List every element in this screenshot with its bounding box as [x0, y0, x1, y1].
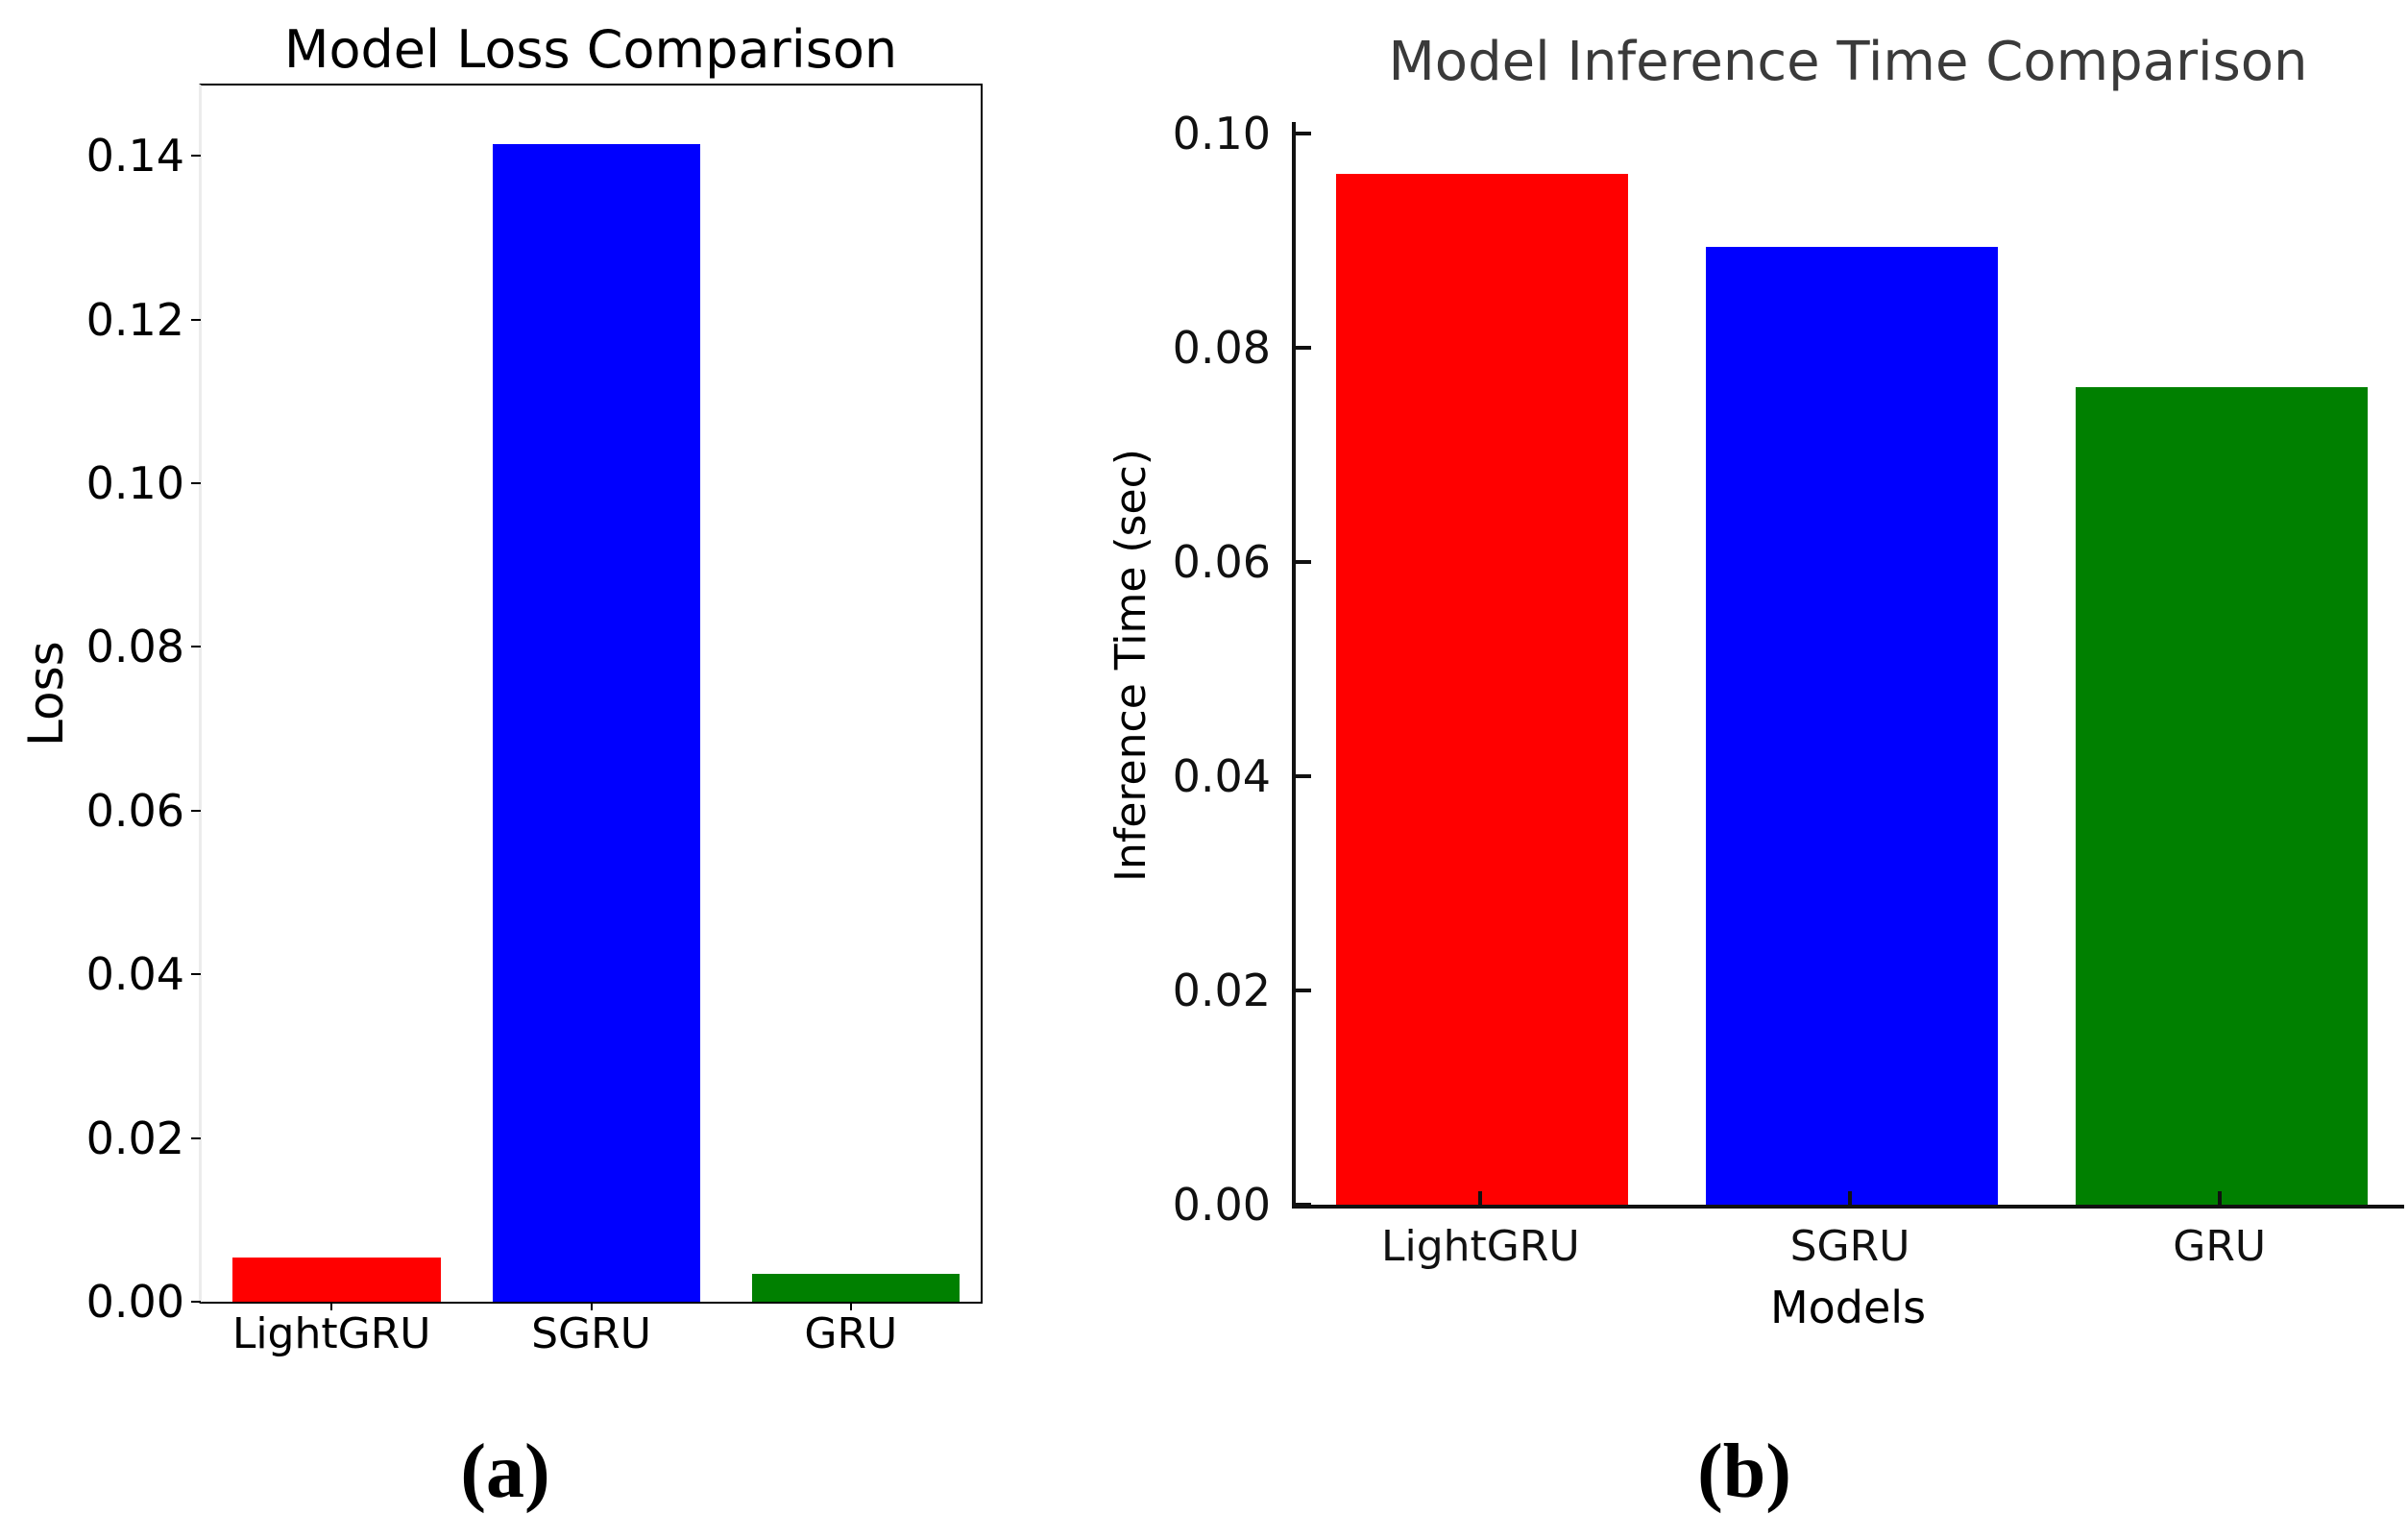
- bar-sgru: [1705, 247, 1998, 1205]
- inference-x-axis-label: Models: [1769, 1282, 1927, 1333]
- y-tick-mark: [191, 155, 201, 158]
- panel-b-caption: (b): [1697, 1429, 1791, 1514]
- bar-gru: [752, 1274, 961, 1302]
- y-tick-mark: [1296, 560, 1311, 565]
- x-tick-label-lightgru: LightGRU: [231, 1309, 431, 1358]
- y-tick-mark: [1296, 774, 1311, 779]
- y-tick-label: 0.06: [85, 784, 184, 837]
- y-tick-label: 0.02: [1172, 965, 1271, 1017]
- loss-plot-area: 0.00 0.02 0.04 0.06 0.08 0.10 0.12 0.14 LightGRU…: [86, 84, 983, 1356]
- y-tick-mark: [1296, 989, 1311, 993]
- y-tick-mark: [1296, 132, 1311, 136]
- x-tick-label-gru: GRU: [804, 1309, 898, 1358]
- x-tick-mark: [2217, 1191, 2222, 1205]
- panel-a-caption: (a): [460, 1429, 550, 1514]
- x-tick-label-sgru: SGRU: [1789, 1222, 1910, 1271]
- inference-plot-area: 0.00 0.02 0.04 0.06 0.08 0.10 LightGRU SGRU GRU: [1173, 111, 2404, 1268]
- y-tick-mark: [191, 809, 201, 812]
- loss-chart-title: Model Loss Comparison: [283, 19, 898, 80]
- y-tick-label: 0.00: [85, 1276, 184, 1328]
- y-tick-label: 0.10: [85, 457, 184, 510]
- y-tick-mark: [191, 646, 201, 648]
- x-tick-label-lightgru: LightGRU: [1380, 1222, 1580, 1271]
- bar-sgru: [492, 143, 701, 1302]
- y-tick-label: 0.10: [1172, 108, 1271, 160]
- y-tick-label: 0.04: [85, 948, 184, 1001]
- y-tick-mark: [191, 1301, 201, 1303]
- x-tick-label-gru: GRU: [2173, 1222, 2267, 1271]
- x-tick-mark: [1478, 1191, 1483, 1205]
- bar-gru: [2075, 387, 2368, 1205]
- bar-lightgru: [1336, 173, 1629, 1205]
- y-tick-mark: [191, 482, 201, 485]
- y-tick-label: 0.04: [1172, 750, 1271, 803]
- bar-lightgru: [232, 1258, 441, 1302]
- y-tick-mark: [191, 318, 201, 321]
- y-tick-mark: [1296, 346, 1311, 351]
- y-tick-label: 0.00: [1172, 1179, 1271, 1231]
- inference-y-axis-label: Inference Time (sec): [1107, 449, 1155, 882]
- y-tick-mark: [191, 1136, 201, 1139]
- y-tick-label: 0.08: [85, 621, 184, 673]
- y-tick-label: 0.12: [85, 293, 184, 346]
- y-tick-label: 0.02: [85, 1112, 184, 1164]
- x-tick-mark: [849, 1302, 852, 1310]
- y-tick-label: 0.06: [1172, 536, 1271, 589]
- inference-chart-title: Model Inference Time Comparison: [1388, 31, 2308, 93]
- x-tick-mark: [1848, 1191, 1852, 1205]
- x-tick-mark: [590, 1302, 593, 1310]
- y-tick-label: 0.08: [1172, 322, 1271, 375]
- x-tick-mark: [330, 1302, 333, 1310]
- x-tick-label-sgru: SGRU: [531, 1309, 651, 1358]
- loss-y-axis-label: Loss: [18, 641, 74, 746]
- y-tick-mark: [191, 973, 201, 976]
- y-tick-label: 0.14: [85, 130, 184, 183]
- y-tick-mark: [1296, 1203, 1311, 1207]
